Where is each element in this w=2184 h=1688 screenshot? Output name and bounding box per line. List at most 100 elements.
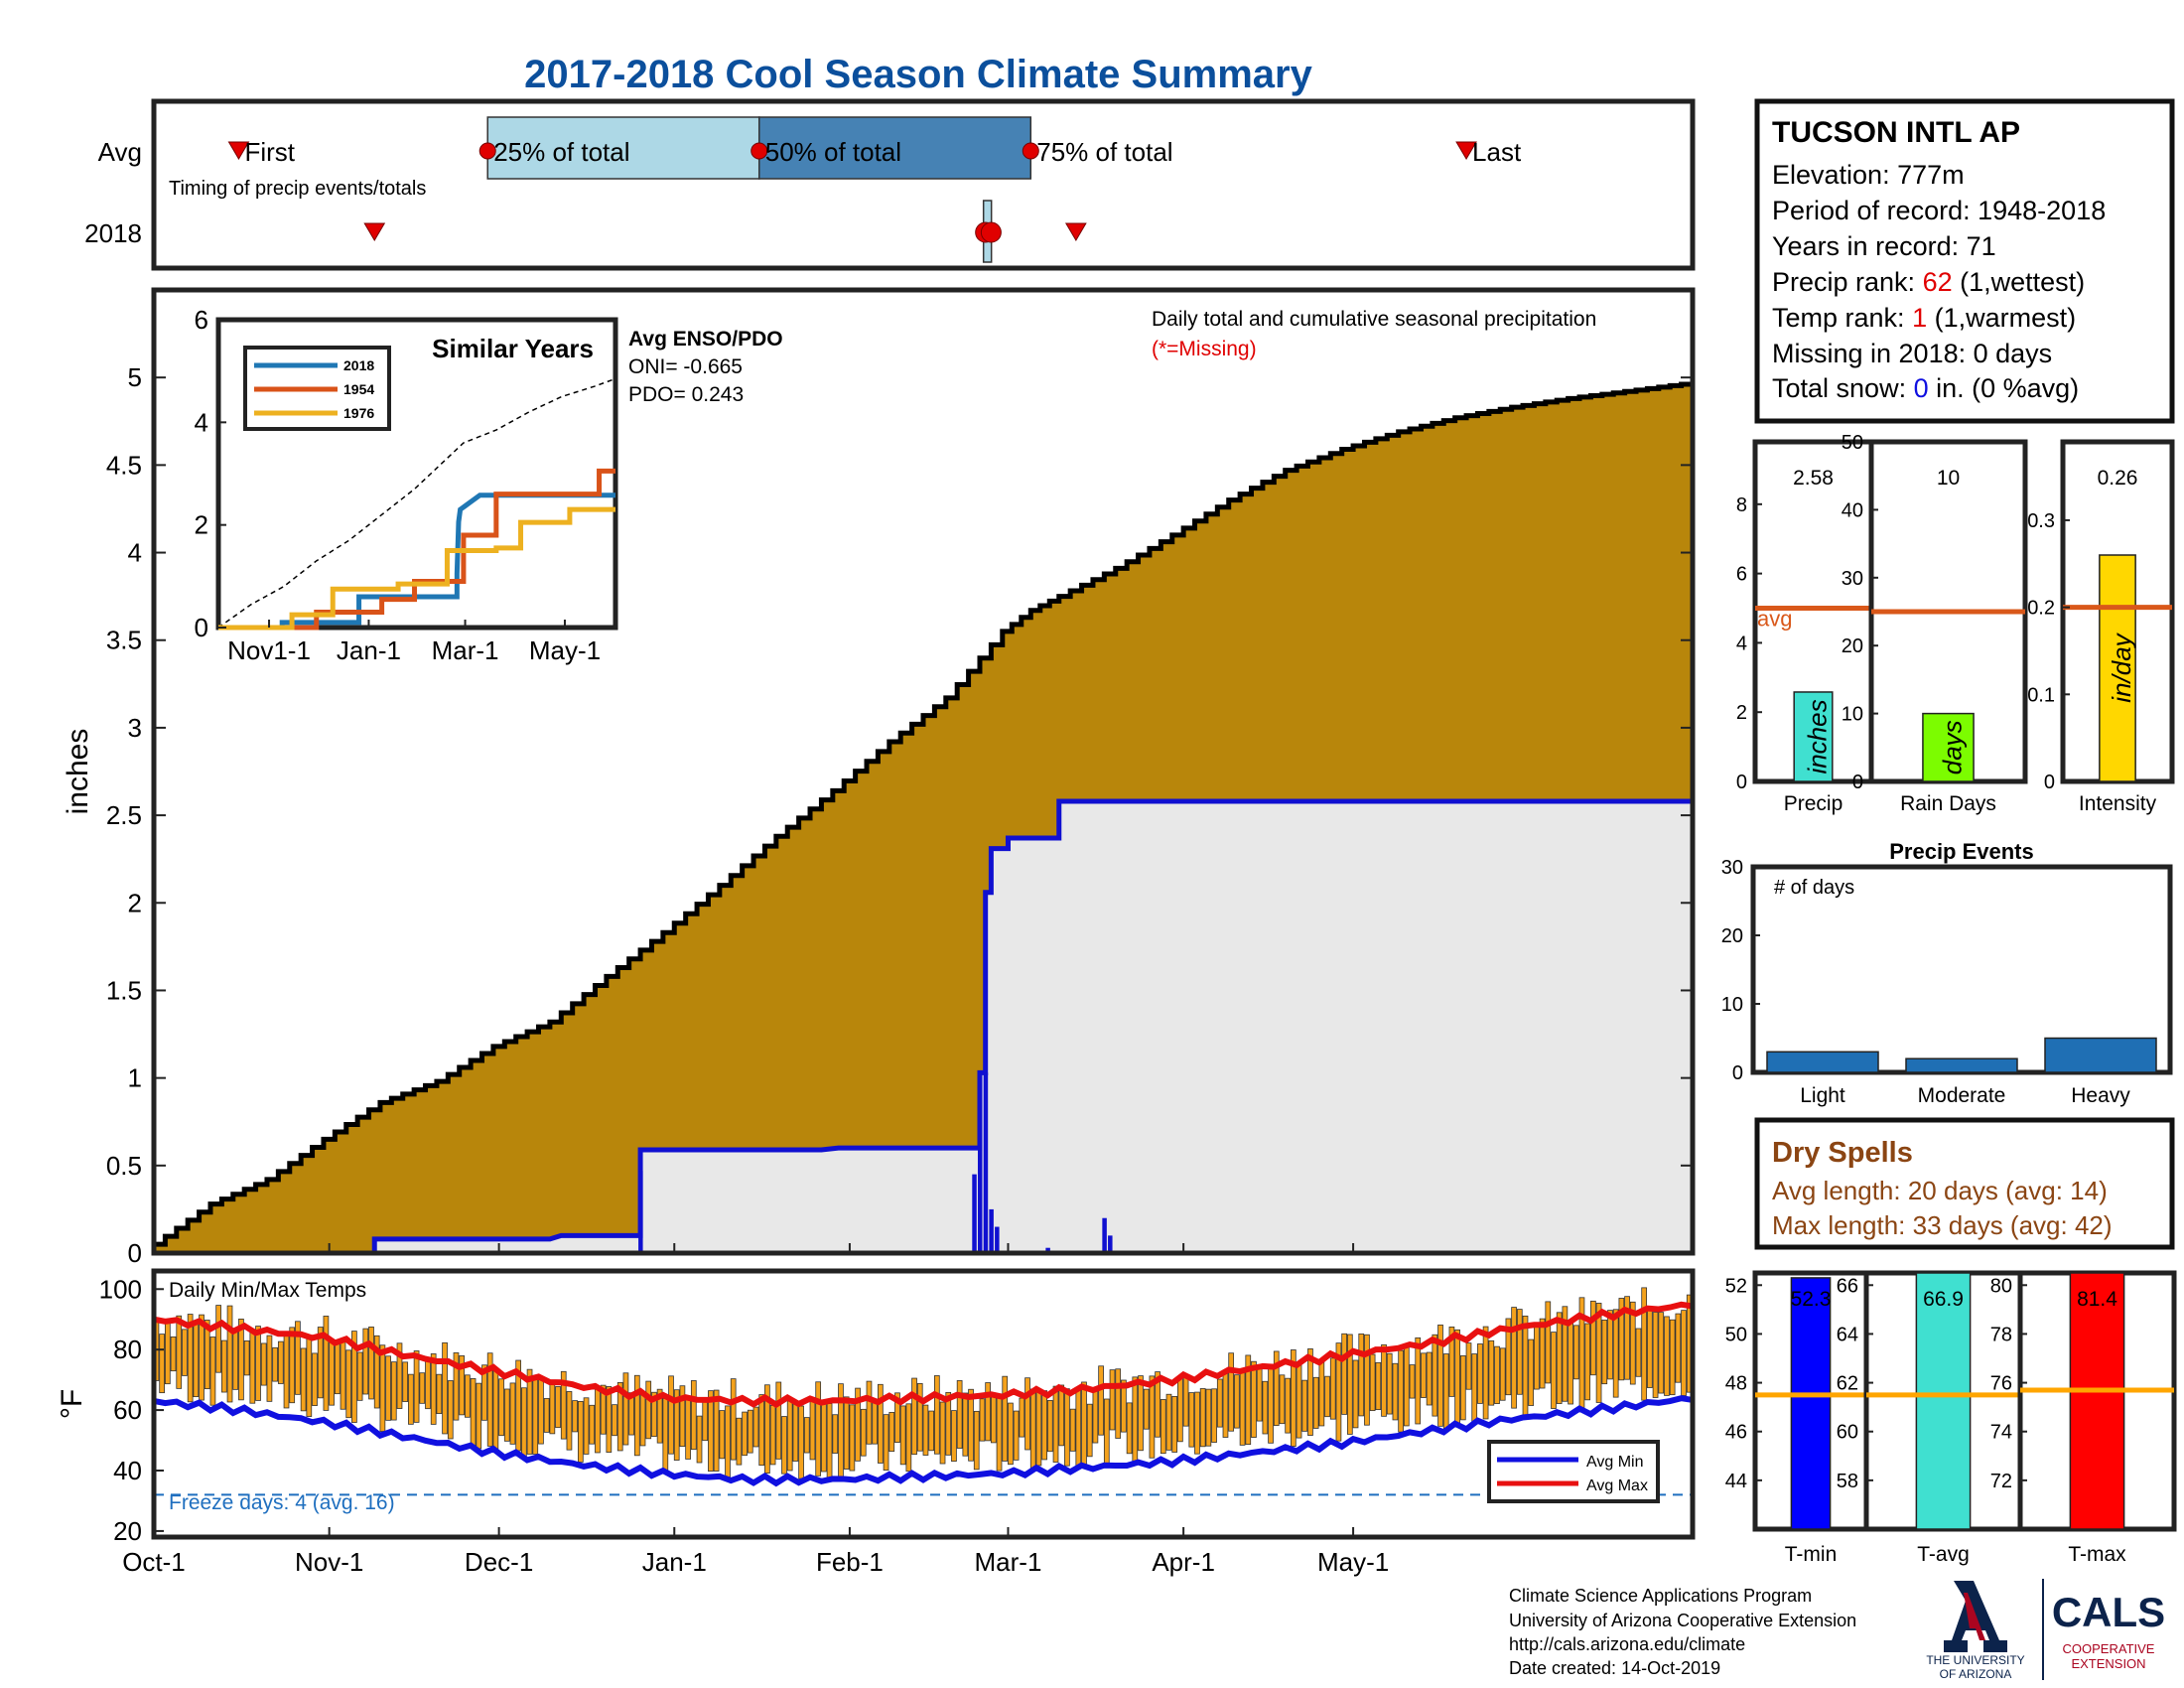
- station-elevation: Elevation: 777m: [1772, 160, 1965, 190]
- inset-x-tick-label: Mar-1: [432, 635, 499, 665]
- y2018-last-marker: [1064, 222, 1087, 241]
- daily-temp-bar: [1335, 1342, 1342, 1442]
- daily-temp-bar: [209, 1336, 216, 1406]
- avg-q50-marker: [751, 142, 768, 160]
- enso-title: Avg ENSO/PDO: [628, 328, 783, 351]
- stat-tick-label: 4: [1736, 633, 1747, 654]
- daily-temp-bar: [786, 1399, 793, 1472]
- daily-temp-bar: [419, 1372, 426, 1404]
- temp-stat-tick-label: 60: [1837, 1422, 1858, 1444]
- precip-y-tick-label: 1: [128, 1063, 142, 1093]
- daily-temp-bar: [860, 1408, 867, 1457]
- daily-temp-bar: [459, 1355, 466, 1416]
- event-category-label: Moderate: [1918, 1084, 2006, 1107]
- daily-temp-bar: [1364, 1334, 1370, 1426]
- daily-precip-bar: [989, 1208, 994, 1253]
- daily-temp-bar: [1013, 1410, 1020, 1461]
- daily-temp-bar: [396, 1342, 403, 1409]
- q25-label: 25% of total: [493, 137, 629, 167]
- daily-temp-bar: [1132, 1376, 1139, 1463]
- temp-legend: Avg Min Avg Max: [1487, 1440, 1660, 1503]
- temp-stat-tick-label: 50: [1725, 1324, 1747, 1345]
- daily-temp-bar: [1635, 1328, 1642, 1377]
- daily-temp-bar: [928, 1410, 934, 1452]
- daily-temp-bar: [193, 1321, 200, 1398]
- daily-temp-bar: [803, 1417, 810, 1454]
- daily-temp-bar: [1312, 1376, 1319, 1429]
- station-name: TUCSON INTL AP: [1772, 116, 2020, 149]
- daily-temp-bar: [872, 1402, 879, 1445]
- daily-temp-bar: [968, 1388, 974, 1462]
- daily-temp-bar: [843, 1396, 850, 1470]
- daily-temp-bar: [622, 1372, 629, 1446]
- season-x-tick-label: Feb-1: [816, 1547, 884, 1577]
- daily-temp-bar: [560, 1370, 567, 1440]
- daily-temp-bar: [368, 1327, 374, 1400]
- temp-stat-tick-label: 46: [1725, 1422, 1747, 1444]
- daily-temp-bar: [956, 1380, 963, 1449]
- station-info-box: TUCSON INTL AP Elevation: 777m Period of…: [1754, 98, 2175, 424]
- daily-temp-bar: [1448, 1326, 1455, 1397]
- daily-temp-bar: [272, 1346, 278, 1382]
- stat-value-label: 10: [1937, 467, 1960, 490]
- daily-temp-bar: [470, 1378, 477, 1448]
- footer-line-3: http://cals.arizona.edu/climate: [1509, 1634, 1745, 1654]
- daily-temp-bar: [1568, 1322, 1573, 1405]
- daily-temp-bar: [792, 1402, 799, 1462]
- inset-series-1976: [218, 506, 615, 631]
- daily-temp-bar: [1318, 1358, 1325, 1427]
- quartile-50-75-box: [757, 116, 1032, 180]
- station-period: Period of record: 1948-2018: [1772, 196, 2106, 225]
- daily-temp-bar: [866, 1380, 873, 1445]
- stat-bar-intensity: 0.26 in/day 0 0.1 0.2 0.3 Intensity: [2027, 439, 2175, 815]
- daily-temp-bar: [1024, 1377, 1030, 1451]
- daily-temp-bar: [204, 1320, 210, 1390]
- inset-legend: 2018 1954 1976: [243, 346, 391, 431]
- daily-temp-bar: [894, 1392, 900, 1444]
- daily-temp-bar: [1675, 1313, 1682, 1383]
- missing-note: (*=Missing): [1152, 338, 1257, 360]
- daily-temp-bar: [220, 1339, 227, 1393]
- temp-y-tick-label: 80: [113, 1335, 142, 1364]
- season-x-ticks: Oct-1 Nov-1 Dec-1 Jan-1 Feb-1 Mar-1 Apr-1 May-1: [122, 1243, 1389, 1577]
- ua-name-line-1: THE UNIVERSITY: [1926, 1653, 2024, 1667]
- daily-temp-bar: [1534, 1322, 1540, 1390]
- daily-temp-bar: [408, 1373, 414, 1425]
- stat-category-label: Precip: [1784, 792, 1843, 815]
- temp-y-ticks: 20 40 60 80 100: [99, 1274, 164, 1546]
- stat-tick-label: 0.1: [2027, 684, 2055, 706]
- daily-temp-bar: [1115, 1368, 1122, 1439]
- daily-temp-bar: [1562, 1306, 1569, 1402]
- daily-temp-bar: [465, 1374, 471, 1418]
- daily-temp-bar: [1177, 1376, 1183, 1443]
- inset-average-line: [217, 377, 616, 629]
- stat-value-bar: [2099, 554, 2136, 782]
- timing-markers: [227, 141, 1477, 263]
- daily-temp-bar: [1234, 1374, 1240, 1429]
- daily-temp-bar: [1268, 1366, 1274, 1444]
- cumulative-2018-area: [154, 800, 1693, 1253]
- daily-temp-bar: [215, 1305, 221, 1373]
- daily-temp-bar: [1205, 1388, 1212, 1447]
- daily-temp-bar: [356, 1351, 363, 1401]
- ua-a-inner-icon: [1964, 1593, 1985, 1640]
- temp-stat-tick-label: 78: [1990, 1324, 2012, 1345]
- station-years: Years in record: 71: [1772, 231, 1996, 261]
- timing-panel: Avg 2018 Timing of precip events/totals …: [84, 98, 1696, 271]
- event-tick-label: 0: [1732, 1062, 1743, 1084]
- daily-temp-bar: [1551, 1332, 1557, 1409]
- daily-temp-bar: [1595, 1303, 1602, 1403]
- inset-x-tick-label: May-1: [529, 635, 601, 665]
- daily-temp-bar: [1381, 1343, 1387, 1417]
- pdo-value: PDO= 0.243: [628, 383, 744, 406]
- inset-series-1954: [218, 468, 615, 631]
- precip-y-tick-label: 0: [128, 1238, 142, 1268]
- season-x-tick-label: Mar-1: [975, 1547, 1042, 1577]
- daily-temp-bar: [164, 1320, 171, 1385]
- inset-legend-label: 2018: [343, 357, 374, 373]
- daily-temp-bar: [1109, 1369, 1116, 1431]
- daily-temp-bar: [1256, 1366, 1263, 1422]
- stat-category-label: Intensity: [2079, 792, 2157, 815]
- daily-temp-bar: [1488, 1339, 1495, 1406]
- daily-temp-bar: [295, 1321, 301, 1395]
